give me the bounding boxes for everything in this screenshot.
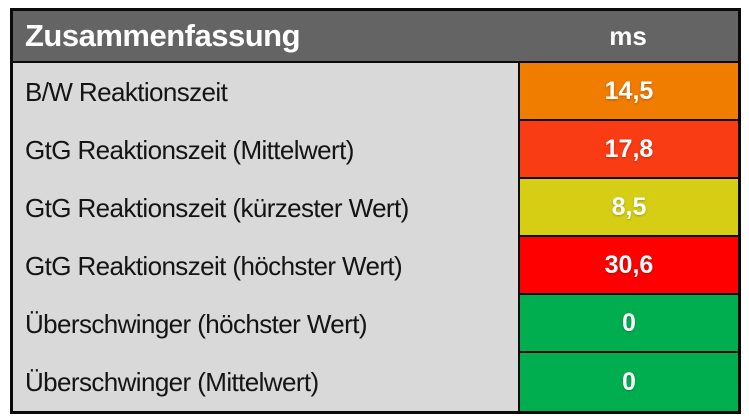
row-value: 0 [518,353,738,411]
summary-table: Zusammenfassung ms B/W Reaktionszeit 14,… [10,8,741,414]
unit-column-header: ms [518,11,738,63]
row-label: B/W Reaktionszeit [13,63,518,121]
row-value: 8,5 [518,179,738,237]
row-label: GtG Reaktionszeit (kürzester Wert) [13,179,518,237]
row-value: 30,6 [518,237,738,295]
row-value: 17,8 [518,121,738,179]
row-label: GtG Reaktionszeit (höchster Wert) [13,237,518,295]
row-value: 0 [518,295,738,353]
row-value: 14,5 [518,63,738,121]
table-title: Zusammenfassung [13,11,518,63]
row-label: GtG Reaktionszeit (Mittelwert) [13,121,518,179]
row-label: Überschwinger (höchster Wert) [13,295,518,353]
row-label: Überschwinger (Mittelwert) [13,353,518,411]
